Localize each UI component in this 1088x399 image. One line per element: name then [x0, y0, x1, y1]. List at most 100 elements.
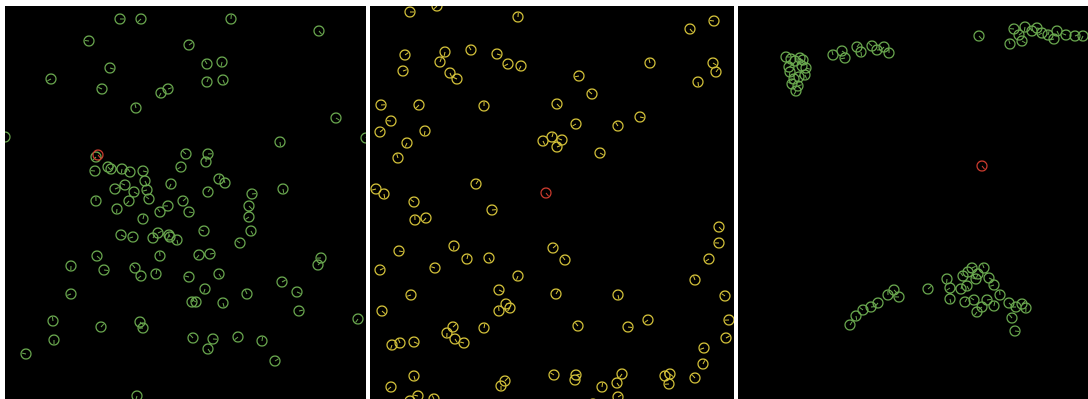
agent-marker: [193, 249, 205, 261]
agent-marker: [397, 65, 409, 77]
agent-marker: [183, 39, 195, 51]
agent-marker: [130, 102, 142, 114]
agent-marker: [594, 147, 606, 159]
agent-marker: [399, 49, 411, 61]
agent-marker: [461, 253, 473, 265]
agent-marker: [128, 186, 140, 198]
agent-marker: [95, 321, 107, 333]
agent-marker: [392, 152, 404, 164]
agent-marker: [1020, 302, 1032, 314]
agent-marker: [504, 302, 516, 314]
agent-marker: [183, 271, 195, 283]
agent-marker: [123, 195, 135, 207]
agent-marker: [449, 333, 461, 345]
agent-marker: [689, 372, 701, 384]
agent-marker: [570, 118, 582, 130]
agent-marker: [412, 390, 424, 399]
agent-marker: [5, 131, 11, 143]
agent-marker: [431, 6, 443, 12]
agent-marker: [139, 175, 151, 187]
agent-marker: [269, 355, 281, 367]
agent-marker: [441, 327, 453, 339]
agent-marker: [330, 112, 342, 124]
agent-marker: [797, 54, 809, 66]
agent-marker: [65, 260, 77, 272]
agent-marker: [47, 315, 59, 327]
agent-marker: [405, 289, 417, 301]
agent-marker: [839, 52, 851, 64]
agent-panel-2: [370, 6, 734, 399]
agent-marker: [135, 13, 147, 25]
agent-marker: [90, 195, 102, 207]
agent-marker: [994, 289, 1006, 301]
agent-marker: [663, 378, 675, 390]
agent-marker: [1077, 30, 1088, 42]
agent-marker: [48, 334, 60, 346]
agent-marker: [313, 25, 325, 37]
agent-marker: [1009, 325, 1021, 337]
agent-marker: [98, 264, 110, 276]
agent-marker: [190, 296, 202, 308]
agent-marker: [293, 305, 305, 317]
agent-marker: [966, 262, 978, 274]
agent-marker: [104, 62, 116, 74]
agent-marker: [404, 6, 416, 18]
agent-marker: [1048, 33, 1060, 45]
agent-marker: [988, 279, 1000, 291]
agent-marker: [968, 294, 980, 306]
agent-marker: [972, 268, 984, 280]
agent-marker: [274, 136, 286, 148]
agent-marker: [1036, 27, 1048, 39]
agent-marker: [569, 374, 581, 386]
agent-marker: [374, 126, 386, 138]
agent-marker: [515, 60, 527, 72]
agent-marker: [204, 248, 216, 260]
agent-marker: [790, 85, 802, 97]
agent-marker: [408, 196, 420, 208]
agent-marker: [465, 44, 477, 56]
agent-marker: [512, 270, 524, 282]
agent-marker: [493, 284, 505, 296]
agent-marker: [622, 321, 634, 333]
agent-marker: [177, 195, 189, 207]
agent-marker: [959, 296, 971, 308]
agent-marker: [83, 35, 95, 47]
agent-marker: [393, 245, 405, 257]
agent-marker: [245, 225, 257, 237]
agent-marker: [162, 200, 174, 212]
agent-marker: [556, 134, 568, 146]
highlighted-agent-marker: [540, 187, 552, 199]
agent-marker: [978, 262, 990, 274]
agent-marker: [961, 280, 973, 292]
agent-marker: [137, 165, 149, 177]
agent-marker: [955, 283, 967, 295]
agent-marker: [684, 23, 696, 35]
agent-marker: [225, 13, 237, 25]
agent-marker: [792, 80, 804, 92]
agent-marker: [434, 56, 446, 68]
agent-marker: [183, 206, 195, 218]
agent-marker: [493, 305, 505, 317]
agent-marker: [375, 99, 387, 111]
agent-marker: [988, 300, 1000, 312]
agent-marker: [201, 76, 213, 88]
agent-marker: [232, 331, 244, 343]
agent-marker: [256, 335, 268, 347]
agent-marker: [855, 46, 867, 58]
agent-marker: [572, 320, 584, 332]
agent-marker: [143, 193, 155, 205]
agent-marker: [698, 342, 710, 354]
agent-marker: [277, 183, 289, 195]
agent-marker: [219, 177, 231, 189]
agent-marker: [276, 276, 288, 288]
agent-marker: [137, 322, 149, 334]
agent-marker: [378, 188, 390, 200]
agent-marker: [550, 288, 562, 300]
agent-marker: [111, 203, 123, 215]
agent-marker: [922, 283, 934, 295]
agent-marker: [175, 161, 187, 173]
agent-marker: [213, 173, 225, 185]
agent-marker: [586, 88, 598, 100]
agent-marker: [315, 252, 327, 264]
agent-marker: [150, 268, 162, 280]
